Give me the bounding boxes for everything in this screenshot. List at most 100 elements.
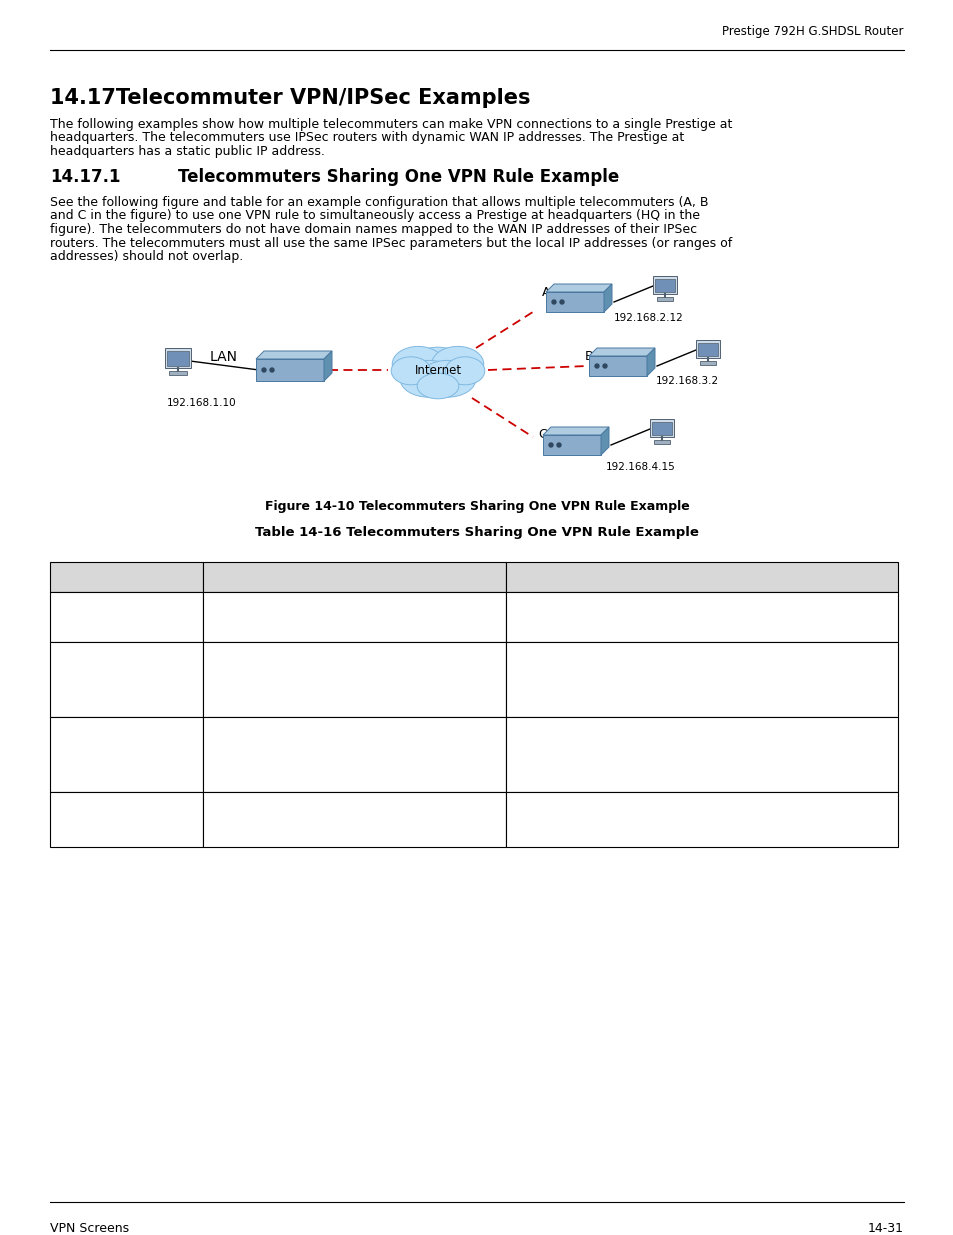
Circle shape [557,443,560,447]
Polygon shape [588,348,655,356]
Text: 0.0.0.0 (N/A): 0.0.0.0 (N/A) [210,802,288,815]
Bar [50,592,203,642]
Text: VPN Screens: VPN Screens [50,1221,129,1235]
Text: Remote IP: Remote IP [57,802,119,815]
Text: headquarters has a static public IP address.: headquarters has a static public IP addr… [50,144,325,158]
Circle shape [602,364,606,368]
Text: routers. The telecommuters must all use the same IPSec parameters but the local : routers. The telecommuters must all use … [50,236,732,249]
Polygon shape [603,284,612,312]
Text: HQ: HQ [272,350,291,363]
Bar [545,291,603,312]
Text: Telecommuter B: 192.168.3.2: Telecommuter B: 192.168.3.2 [513,741,694,753]
Bar [655,279,674,291]
Bar [505,718,897,792]
Circle shape [262,368,266,372]
Bar [203,792,505,847]
Bar [505,792,897,847]
Polygon shape [542,427,608,435]
Text: addresses) should not overlap.: addresses) should not overlap. [50,249,243,263]
Text: LAN: LAN [604,350,633,364]
Bar [50,792,203,847]
Text: Telecommuter A: 192.168.2.12: Telecommuter A: 192.168.2.12 [513,727,700,740]
Polygon shape [600,427,608,454]
Text: 192.168.3.2: 192.168.3.2 [656,375,719,387]
Bar [652,422,671,435]
Text: 0.0.0.0 (dynamic IP address assigned by: 0.0.0.0 (dynamic IP address assigned by [513,601,760,615]
Text: and C in the figure) to use one VPN rule to simultaneously access a Prestige at : and C in the figure) to use one VPN rule… [50,210,700,222]
Polygon shape [545,284,612,291]
Text: 192.168.1.10: 192.168.1.10 [210,727,292,740]
Bar [505,562,897,592]
Text: the ISP): the ISP) [513,615,559,629]
Bar [542,435,600,454]
Text: Internet: Internet [414,363,461,377]
Ellipse shape [418,361,476,398]
Text: the IPSec tunnel.: the IPSec tunnel. [210,679,314,692]
Circle shape [595,364,598,368]
Bar [165,348,191,368]
Text: Table 14-16 Telecommuters Sharing One VPN Rule Example: Table 14-16 Telecommuters Sharing One VP… [254,526,699,538]
Bar [50,642,203,718]
Text: 14.17Telecommuter VPN/IPSec Examples: 14.17Telecommuter VPN/IPSec Examples [50,88,530,107]
Circle shape [548,443,553,447]
Text: headquarters. The telecommuters use IPSec routers with dynamic WAN IP addresses.: headquarters. The telecommuters use IPSe… [50,131,683,144]
Ellipse shape [399,361,456,398]
Text: 192.168.2.12: 192.168.2.12 [614,312,683,324]
Text: Public static IP address: Public static IP address [513,652,654,664]
Text: LAN: LAN [210,350,237,364]
Ellipse shape [445,357,484,385]
Text: A: A [541,287,550,299]
Bar [700,361,716,366]
Bar [653,275,676,294]
Bar [203,718,505,792]
Text: Figure 14-10 Telecommuters Sharing One VPN Rule Example: Figure 14-10 Telecommuters Sharing One V… [264,500,689,513]
Text: Address:: Address: [57,815,110,829]
Ellipse shape [391,357,430,385]
Bar [505,592,897,642]
Text: See the following figure and table for an example configuration that allows mult: See the following figure and table for a… [50,196,708,209]
Text: figure). The telecommuters do not have domain names mapped to the WAN IP address: figure). The telecommuters do not have d… [50,224,697,236]
Circle shape [559,300,563,304]
Text: 14.17.1: 14.17.1 [50,168,120,186]
Text: 0.0.0.0      With this IP address: 0.0.0.0 With this IP address [210,652,396,664]
Polygon shape [646,348,655,375]
Text: LAN: LAN [558,429,585,442]
Text: C: C [537,429,546,441]
Bar [167,351,189,366]
Bar [50,718,203,792]
Ellipse shape [408,347,468,389]
Polygon shape [324,351,332,382]
Ellipse shape [416,373,458,399]
Circle shape [552,300,556,304]
Bar [203,592,505,642]
Ellipse shape [392,346,444,382]
Text: 192.168.1.10: 192.168.1.10 [167,398,236,408]
Text: Prestige 792H G.SHDSL Router: Prestige 792H G.SHDSL Router [721,25,903,38]
Text: HEADQUARTERS: HEADQUARTERS [297,571,411,583]
Bar [505,642,897,718]
Text: Telecommuter C: 192.168.4.15: Telecommuter C: 192.168.4.15 [513,755,701,767]
Text: 14-31: 14-31 [867,1221,903,1235]
Text: LAN: LAN [561,287,589,300]
Ellipse shape [432,346,483,382]
Bar [203,642,505,718]
Bar [255,359,324,382]
Text: Telecommuters Sharing One VPN Rule Example: Telecommuters Sharing One VPN Rule Examp… [178,168,618,186]
Text: 192.168.4.15: 192.168.4.15 [605,462,675,472]
Bar [203,562,505,592]
Circle shape [270,368,274,372]
Text: Local IP Address:: Local IP Address: [57,727,160,740]
Text: 192.168.1.10: 192.168.1.10 [513,802,594,815]
Bar [656,296,673,301]
Text: The following examples show how multiple telecommuters can make VPN connections : The following examples show how multiple… [50,119,732,131]
Bar [50,562,203,592]
Polygon shape [255,351,332,359]
Bar [653,440,670,445]
Text: TELECOMMUTERS: TELECOMMUTERS [639,571,763,583]
Bar [650,419,673,437]
Bar [588,356,646,375]
Text: only the telecommuter can initiate: only the telecommuter can initiate [210,666,422,678]
Text: B: B [584,350,593,363]
Text: IP Address:: IP Address: [57,666,125,678]
Text: Secure Gateway: Secure Gateway [57,652,156,664]
